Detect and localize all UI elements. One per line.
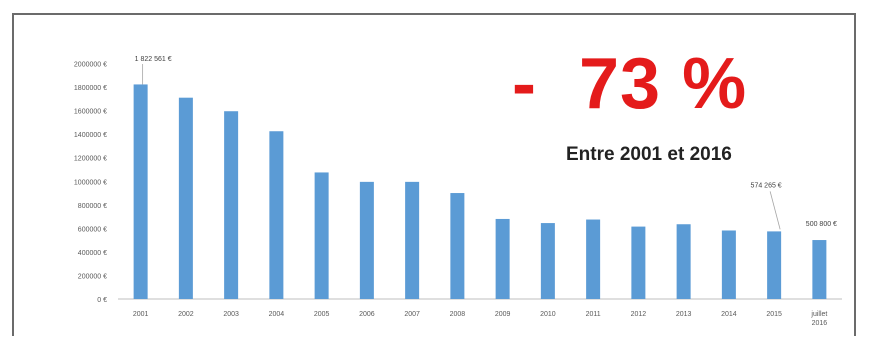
y-tick-label: 0 € (97, 297, 107, 304)
bar (405, 181, 420, 299)
bar (721, 230, 736, 299)
bar (269, 131, 284, 299)
data-label-leader (769, 191, 781, 230)
bar (812, 240, 827, 299)
y-tick-label: 200000 € (78, 273, 107, 280)
y-tick-label: 800000 € (78, 203, 107, 210)
y-tick-label: 600000 € (78, 226, 107, 233)
bar (540, 223, 555, 299)
bar (178, 97, 193, 299)
y-tick-label: 2000000 € (74, 62, 107, 69)
y-tick-label: 400000 € (78, 250, 107, 257)
bar (495, 218, 510, 299)
data-label: 1 822 561 € (135, 56, 172, 63)
bar (359, 181, 374, 299)
x-tick-label: 2003 (223, 311, 239, 318)
bar (631, 226, 646, 299)
y-tick-label: 1000000 € (74, 179, 107, 186)
bar (450, 193, 465, 299)
x-tick-label: juillet 2016 (810, 311, 827, 327)
bar (133, 84, 148, 299)
bar (586, 219, 601, 299)
x-tick-label: 2015 (766, 311, 782, 318)
x-tick-label: 2014 (721, 311, 737, 318)
x-tick-label: 2004 (269, 311, 285, 318)
headline-percentage: - 73 % (512, 44, 748, 124)
x-tick-label: 2010 (540, 311, 556, 318)
data-label: 574 265 € (751, 182, 782, 189)
x-tick-label: 2006 (359, 311, 375, 318)
bar (314, 172, 329, 299)
x-tick-label: 2008 (450, 311, 466, 318)
headline-subtitle: Entre 2001 et 2016 (566, 144, 732, 165)
y-tick-label: 1400000 € (74, 132, 107, 139)
x-tick-label: 2012 (631, 311, 647, 318)
bar (224, 111, 239, 299)
y-tick-label: 1800000 € (74, 85, 107, 92)
bar (767, 231, 782, 299)
bar (676, 224, 691, 299)
x-tick-label: 2011 (586, 311, 601, 318)
x-tick-label: 2005 (314, 311, 330, 318)
x-tick-label: 2007 (404, 311, 420, 318)
x-tick-label: 2002 (178, 311, 194, 318)
x-tick-label: 2009 (495, 311, 511, 318)
data-label: 500 800 € (806, 221, 837, 228)
chart-frame (12, 13, 856, 336)
y-tick-label: 1600000 € (74, 109, 107, 116)
x-tick-label: 2013 (676, 311, 692, 318)
x-tick-label: 2001 (133, 311, 149, 318)
y-tick-label: 1200000 € (74, 156, 107, 163)
